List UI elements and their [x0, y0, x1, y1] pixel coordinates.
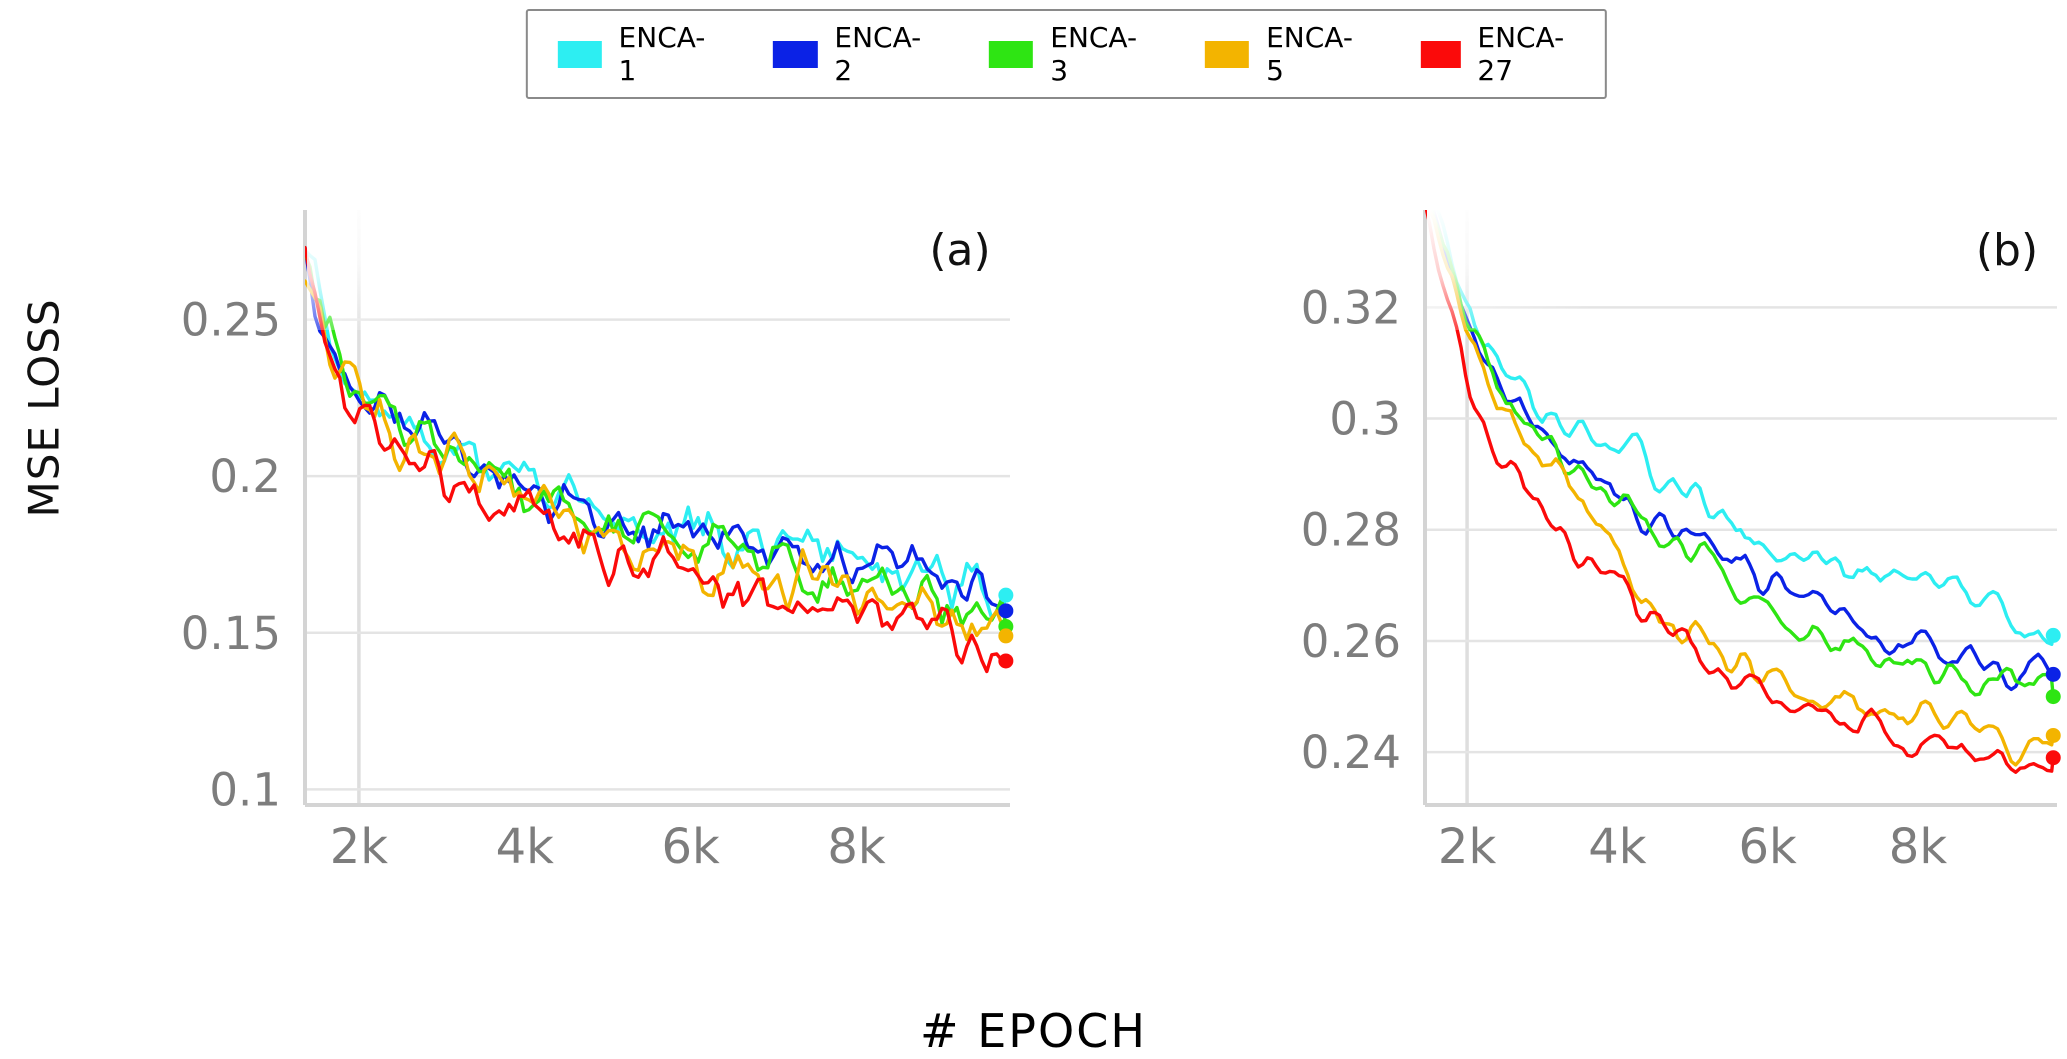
legend-label: ENCA-2: [834, 21, 922, 87]
legend-swatch-icon: [773, 40, 818, 68]
series-line-enca-5: [305, 279, 1008, 642]
legend-label: ENCA-5: [1266, 21, 1353, 87]
crop-fade-overlay: [307, 210, 497, 330]
y-tick-label: 0.28: [1301, 504, 1401, 557]
series-end-dot-enca-5: [998, 628, 1014, 644]
series-end-dot-enca-27: [998, 653, 1014, 669]
legend-entry-enca-3: ENCA-3: [989, 21, 1143, 87]
crop-fade-overlay: [1427, 210, 1617, 330]
series-line-enca-27: [305, 245, 1008, 674]
series-line-enca-3: [1430, 210, 2055, 699]
x-tick-label: 2k: [1438, 819, 1497, 870]
legend-entry-enca-27: ENCA-27: [1420, 21, 1575, 87]
series-end-dot-enca-5: [2045, 727, 2061, 743]
legend-entry-enca-2: ENCA-2: [773, 21, 927, 87]
series-end-dot-enca-1: [998, 587, 1014, 603]
x-tick-label: 2k: [330, 819, 389, 870]
x-tick-label: 6k: [662, 819, 721, 870]
y-tick-label: 0.2: [209, 450, 281, 503]
x-tick-label: 6k: [1739, 819, 1798, 870]
y-tick-label: 0.26: [1301, 615, 1401, 668]
legend-swatch-icon: [557, 40, 602, 68]
y-axis-title: MSE LOSS: [19, 298, 69, 518]
legend-label: ENCA-27: [1477, 21, 1565, 87]
series-end-dot-enca-3: [2045, 689, 2061, 705]
legend-label: ENCA-3: [1050, 21, 1138, 87]
legend-entry-enca-5: ENCA-5: [1204, 21, 1359, 87]
legend-swatch-icon: [1420, 40, 1461, 68]
series-line-enca-2: [305, 246, 1008, 613]
y-tick-label: 0.15: [181, 607, 281, 660]
series-end-dot-enca-27: [2045, 750, 2061, 766]
y-tick-label: 0.3: [1329, 393, 1401, 446]
panel-label: (b): [1976, 225, 2038, 276]
y-tick-label: 0.24: [1301, 726, 1401, 779]
series-line-enca-2: [1431, 210, 2055, 692]
x-axis-title: # EPOCH: [920, 1004, 1147, 1058]
y-tick-label: 0.25: [181, 294, 281, 347]
y-tick-label: 0.1: [209, 763, 281, 816]
y-tick-label: 0.32: [1301, 281, 1401, 334]
legend-swatch-icon: [1204, 40, 1250, 68]
series-line-enca-1: [1435, 210, 2055, 646]
x-tick-label: 8k: [1889, 819, 1948, 870]
legend-label: ENCA-1: [618, 21, 706, 87]
x-tick-label: 8k: [827, 819, 886, 870]
legend: ENCA-1 ENCA-2 ENCA-3 ENCA-5 ENCA-27: [525, 9, 1607, 99]
legend-swatch-icon: [989, 40, 1034, 68]
plot-panel-a: 0.1 0.15 0.2 0.25 2k 4k 6k 8k (a): [181, 210, 1014, 870]
legend-entry-enca-1: ENCA-1: [557, 21, 711, 87]
series-line-enca-5: [1426, 210, 2055, 767]
series-end-dot-enca-2: [2045, 666, 2061, 682]
series-end-dot-enca-1: [2045, 627, 2061, 643]
series-line-enca-3: [305, 252, 1008, 629]
panel-label: (a): [929, 225, 990, 276]
x-tick-label: 4k: [1588, 819, 1647, 870]
series-line-enca-1: [305, 248, 1008, 621]
series-line-enca-27: [1425, 210, 2055, 774]
plot-panel-b: 0.24 0.26 0.28 0.3 0.32 2k 4k 6k 8k (b): [1301, 210, 2061, 870]
series-end-dot-enca-2: [998, 603, 1014, 619]
x-tick-label: 4k: [496, 819, 555, 870]
